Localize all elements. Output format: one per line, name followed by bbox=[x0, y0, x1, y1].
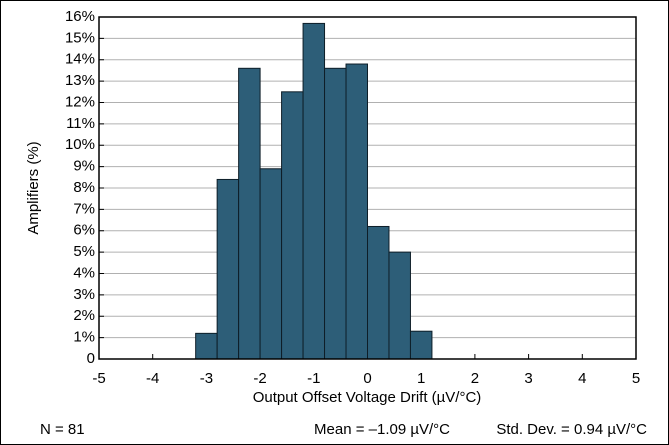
x-axis-label: Output Offset Voltage Drift (µV/°C) bbox=[253, 389, 482, 406]
x-tick-label: -2 bbox=[253, 370, 266, 387]
y-tick-label: 4% bbox=[73, 264, 95, 281]
y-axis-label: Amplifiers (%) bbox=[25, 141, 42, 234]
bar bbox=[281, 91, 304, 360]
y-tick-label: 10% bbox=[65, 136, 95, 153]
bar bbox=[195, 332, 218, 360]
x-tick-label: -3 bbox=[200, 370, 213, 387]
y-tick-label: 9% bbox=[73, 158, 95, 175]
y-tick-label: 13% bbox=[65, 72, 95, 89]
x-tick-label: 0 bbox=[363, 370, 371, 387]
x-tick-label: 2 bbox=[471, 370, 479, 387]
x-tick-label: 5 bbox=[632, 370, 640, 387]
y-tick-label: 8% bbox=[73, 179, 95, 196]
bar bbox=[388, 251, 411, 360]
x-tick-label: 3 bbox=[524, 370, 532, 387]
y-tick-label: 15% bbox=[65, 29, 95, 46]
annotation: Std. Dev. = 0.94 µV/°C bbox=[496, 421, 647, 438]
y-tick-label: 14% bbox=[65, 51, 95, 68]
x-tick-label: 1 bbox=[417, 370, 425, 387]
y-tick-label: 2% bbox=[73, 307, 95, 324]
y-tick-label: 5% bbox=[73, 243, 95, 260]
bar bbox=[216, 178, 240, 360]
x-tick-label: -5 bbox=[92, 370, 105, 387]
bar bbox=[302, 22, 326, 360]
y-tick-label: 11% bbox=[66, 115, 95, 132]
plot-border bbox=[98, 16, 637, 360]
y-tick-label: 1% bbox=[73, 329, 95, 346]
bar bbox=[324, 67, 347, 360]
x-tick-label: -1 bbox=[307, 370, 320, 387]
bar bbox=[367, 225, 390, 360]
x-tick-label: -4 bbox=[146, 370, 159, 387]
bar bbox=[409, 330, 433, 360]
y-tick-label: 16% bbox=[65, 8, 95, 25]
x-tick-label: 4 bbox=[578, 370, 586, 387]
annotation: Mean = –1.09 µV/°C bbox=[314, 421, 450, 438]
bar bbox=[345, 63, 368, 360]
y-tick-label: 0 bbox=[87, 350, 95, 367]
y-tick-label: 3% bbox=[73, 286, 95, 303]
bar bbox=[259, 168, 283, 360]
y-tick-label: 7% bbox=[73, 200, 95, 217]
y-tick-label: 6% bbox=[73, 222, 95, 239]
y-tick-label: 12% bbox=[65, 93, 95, 110]
bar bbox=[238, 67, 261, 360]
annotation: N = 81 bbox=[40, 421, 85, 438]
